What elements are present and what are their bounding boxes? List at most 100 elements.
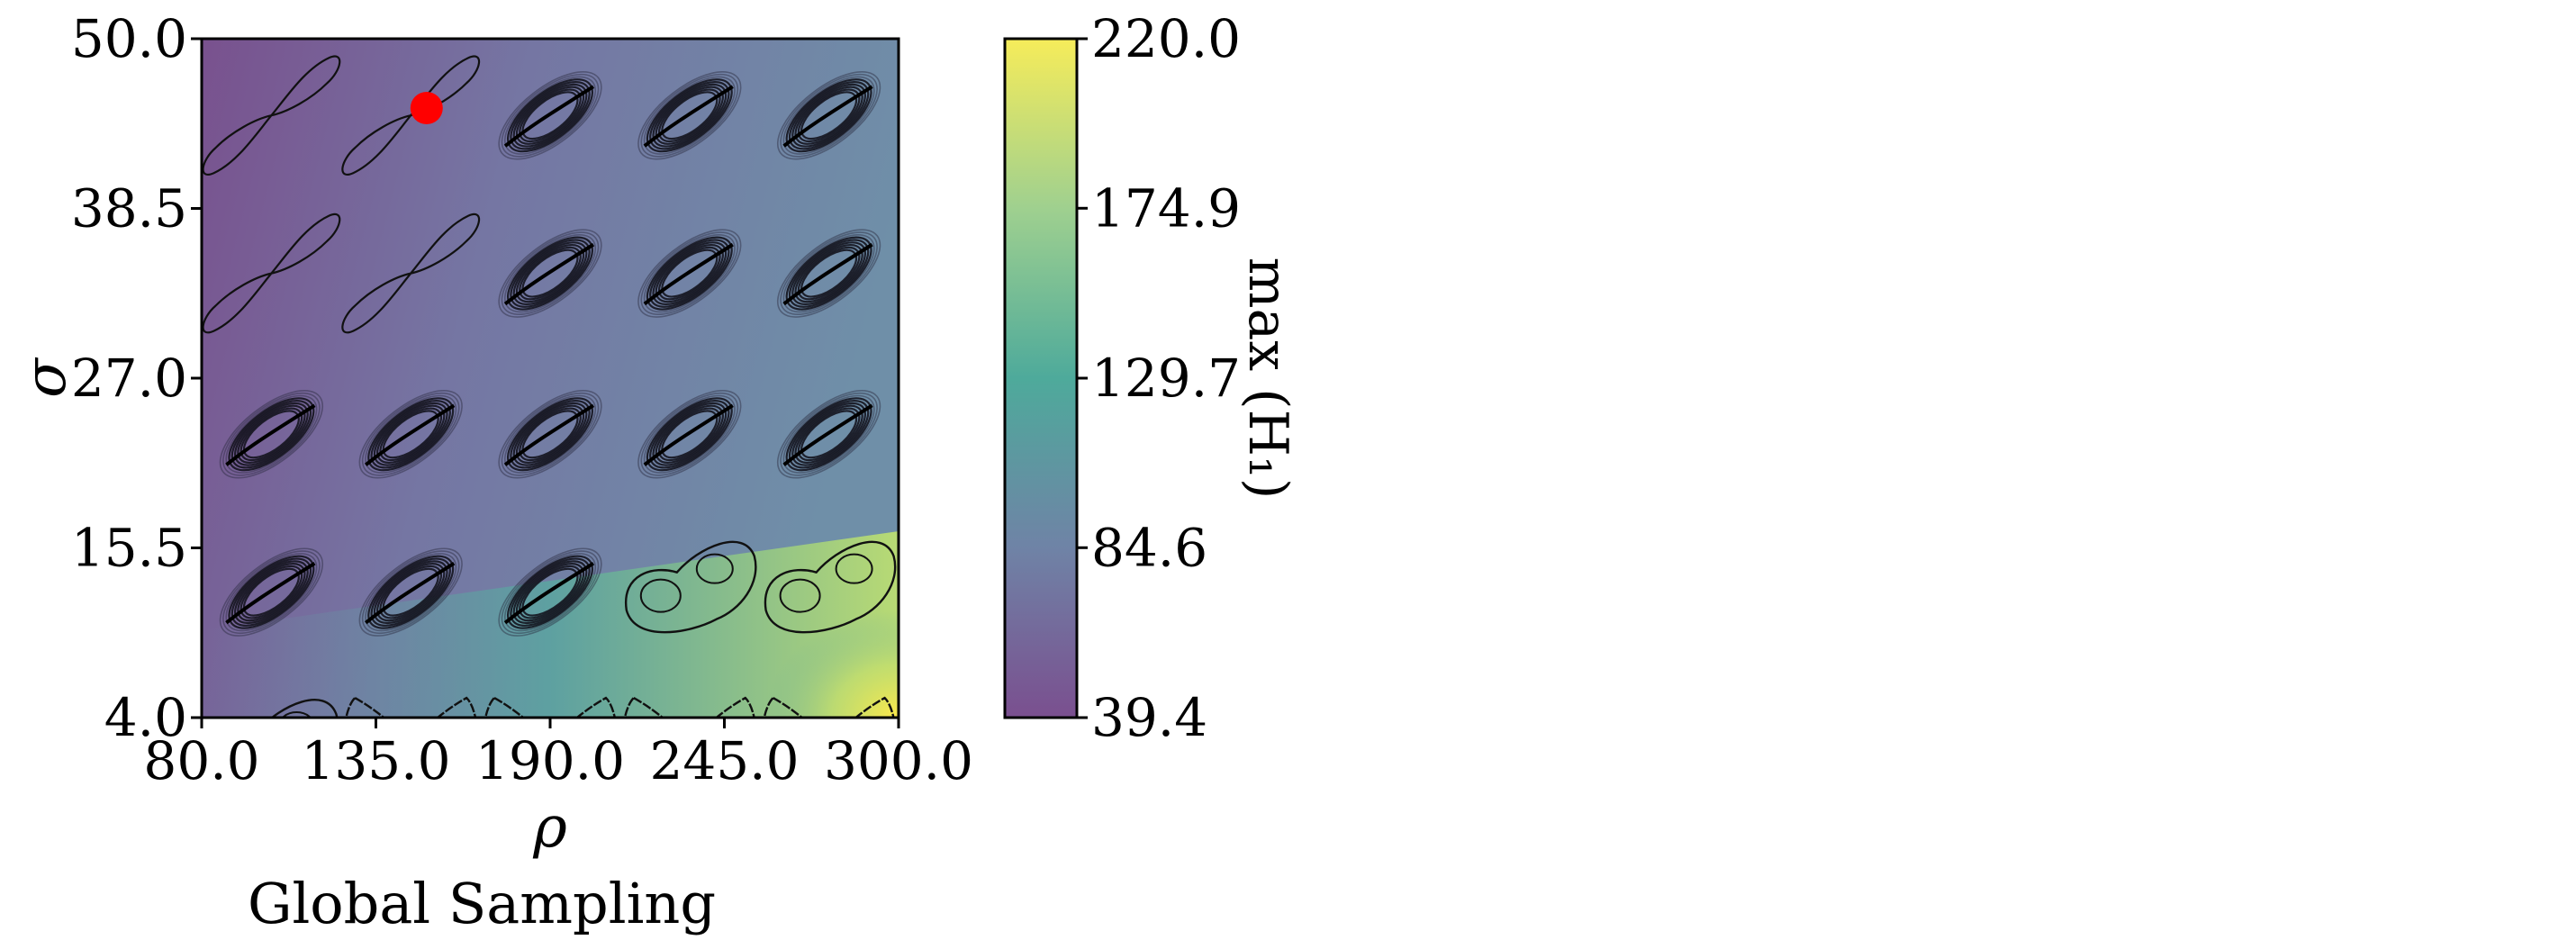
attractor-core [503, 242, 595, 306]
attractor-trajectory [270, 699, 339, 718]
attractor-trajectory [800, 249, 858, 298]
attractor-trajectory [794, 244, 863, 303]
attractor-trajectory [649, 400, 730, 469]
attractor-core [782, 85, 873, 148]
attractor-thumbnail [219, 547, 324, 637]
attractor-trajectory [219, 547, 324, 637]
attractor-trajectory [658, 246, 721, 301]
attractor-trajectory [228, 555, 315, 629]
attractor-trajectory [794, 86, 863, 145]
chart-caption: Global Sampling [248, 871, 716, 936]
attractor-core [225, 561, 316, 625]
attractor-thumbnail [498, 229, 602, 318]
attractor-trajectory [655, 404, 724, 464]
attractor-trajectory [519, 88, 582, 143]
attractor-trajectory [780, 231, 878, 316]
attractor-trajectory [242, 410, 300, 459]
attractor-trajectory [797, 246, 861, 301]
attractor-trajectory [230, 400, 312, 469]
attractor-trajectory [225, 394, 318, 474]
x-tick-label: 80.0 [143, 730, 259, 791]
y-tick-label: 38.5 [71, 178, 187, 240]
attractor-trajectory [367, 397, 455, 472]
heatmap-corner-high [630, 504, 899, 718]
attractor-trajectory [503, 553, 597, 632]
attractor-trajectory [382, 567, 439, 617]
attractor-thumbnail [776, 71, 881, 160]
attractor-trajectory [519, 407, 582, 462]
attractor-trajectory [222, 550, 321, 635]
y-tick-label: 4.0 [104, 687, 187, 748]
attractor-trajectory [503, 76, 597, 155]
attractor-trajectory [639, 578, 682, 613]
attractor-thumbnail [776, 390, 881, 479]
attractor-trajectory [764, 540, 897, 634]
colorbar-tick-label: 39.4 [1091, 687, 1207, 748]
attractor-trajectory [228, 397, 315, 472]
x-tick-label: 190.0 [475, 730, 625, 791]
y-axis-label: σ [13, 357, 79, 398]
colorbar: 39.4 84.6 129.7 174.9 220.0 max (H₁) [1003, 8, 1299, 748]
attractor-trajectory [661, 249, 719, 298]
attractor-trajectory [655, 86, 724, 145]
attractor-trajectory [652, 83, 728, 148]
attractor-trajectory [776, 71, 881, 160]
attractor-thumbnail [358, 390, 463, 479]
attractor-trajectory [785, 397, 872, 472]
attractor-thumbnail [498, 390, 602, 479]
attractor-trajectory [506, 78, 594, 153]
attractor-core [503, 561, 595, 625]
attractor-trajectory [788, 80, 870, 150]
attractor-trajectory [512, 560, 588, 625]
attractor-trajectory [521, 567, 579, 617]
attractor-trajectory [519, 246, 582, 301]
attractor-trajectory [501, 73, 600, 158]
attractor-trajectory [643, 394, 736, 474]
attractor-core [643, 242, 734, 306]
attractor-trajectory [373, 402, 448, 466]
attractor-core [364, 403, 456, 466]
attractor-trajectory [515, 86, 585, 145]
attractor-trajectory [512, 241, 588, 306]
attractor-trajectory [361, 550, 460, 635]
attractor-trajectory [800, 91, 858, 140]
attractor-trajectory [510, 557, 591, 627]
attractor-trajectory [785, 78, 872, 153]
attractor-trajectory [234, 402, 309, 466]
attractor-trajectory [624, 540, 757, 634]
attractor-thumbnail [776, 229, 881, 318]
attractor-trajectory [498, 547, 602, 637]
attractor-grid [202, 55, 897, 718]
attractor-trajectory [521, 410, 579, 459]
attractor-trajectory [234, 560, 309, 625]
attractor-trajectory [225, 553, 318, 632]
attractor-trajectory [835, 553, 873, 584]
colorbar-tick-label: 129.7 [1091, 348, 1241, 409]
attractor-trajectory [643, 234, 736, 313]
attractor-trajectory [237, 404, 306, 464]
attractor-trajectory [503, 234, 597, 313]
colorbar-tick-label: 84.6 [1091, 517, 1207, 578]
attractor-trajectory [782, 234, 875, 313]
x-axis: 80.0 135.0 190.0 245.0 300.0 [143, 718, 973, 791]
attractor-trajectory [510, 400, 591, 469]
attractor-trajectory [512, 83, 588, 148]
attractor-trajectory [646, 397, 733, 472]
attractor-trajectory [646, 236, 733, 311]
attractor-trajectory [782, 76, 875, 155]
attractor-core [643, 85, 734, 148]
attractor-trajectory [695, 553, 734, 584]
attractor-trajectory [637, 390, 742, 479]
attractor-trajectory [640, 392, 739, 476]
attractor-trajectory [646, 78, 733, 153]
attractor-trajectory [782, 394, 875, 474]
attractor-thumbnail [202, 55, 341, 176]
attractor-trajectory [515, 563, 585, 622]
attractor-trajectory [341, 212, 481, 334]
attractor-thumbnail [637, 71, 742, 160]
highlight-point [410, 92, 443, 125]
attractor-core [782, 242, 873, 306]
x-tick-label: 300.0 [824, 730, 973, 791]
attractor-core [782, 403, 873, 466]
